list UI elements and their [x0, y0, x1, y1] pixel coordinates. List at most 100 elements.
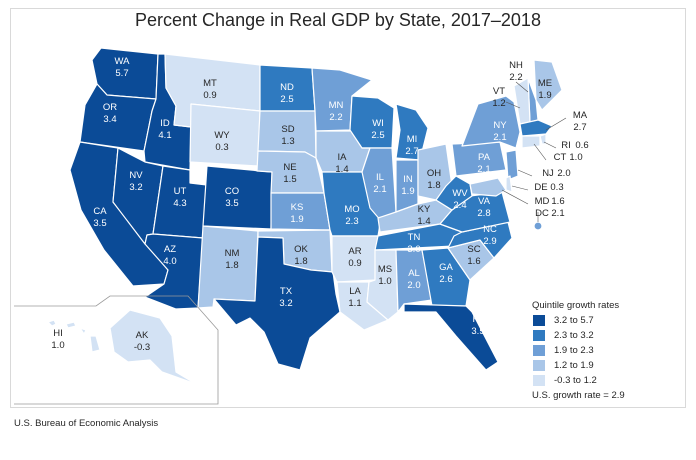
state-value-ok: 1.8 [294, 256, 307, 267]
state-abbr-ga: GA [439, 262, 453, 273]
state-value-ri: 0.6 [575, 140, 588, 151]
map-frame [10, 8, 686, 408]
state-md [469, 177, 507, 197]
leader-line [533, 143, 547, 161]
leader-line [515, 81, 529, 93]
state-value-ct: 1.0 [569, 152, 582, 163]
state-abbr-id: ID [160, 118, 170, 129]
state-abbr-oh: OH [427, 168, 441, 179]
state-nj [505, 149, 519, 181]
legend-label: 1.2 to 1.9 [554, 359, 594, 371]
state-value-nc: 2.9 [483, 236, 496, 247]
state-abbr-ma: MA [573, 110, 588, 121]
state-abbr-nv: NV [129, 170, 143, 181]
state-value-la: 1.1 [348, 298, 361, 309]
state-abbr-nj: NJ [542, 168, 554, 179]
state-abbr-ne: NE [283, 162, 296, 173]
state-value-sc: 1.6 [467, 256, 480, 267]
state-value-ks: 1.9 [290, 214, 303, 225]
state-value-nv: 3.2 [129, 182, 142, 193]
state-value-fl: 3.5 [471, 326, 484, 337]
state-abbr-ca: CA [93, 206, 107, 217]
state-value-dc: 2.1 [551, 208, 564, 219]
legend-item: 1.2 to 1.9 [532, 358, 682, 372]
state-abbr-ia: IA [338, 152, 348, 163]
state-abbr-ks: KS [291, 202, 304, 213]
state-value-ny: 2.1 [493, 132, 506, 143]
state-ak [109, 309, 197, 385]
leader-line [501, 189, 529, 205]
state-value-wa: 5.7 [115, 68, 128, 79]
state-abbr-fl: FL [472, 314, 483, 325]
state-value-nh: 2.2 [509, 72, 522, 83]
state-value-ut: 4.3 [173, 198, 186, 209]
state-value-mo: 2.3 [345, 216, 358, 227]
state-abbr-tx: TX [280, 286, 293, 297]
legend-item: 3.2 to 5.7 [532, 313, 682, 327]
state-value-ia: 1.4 [335, 164, 348, 175]
state-abbr-wy: WY [214, 130, 230, 141]
state-value-de: 0.3 [550, 182, 563, 193]
legend: Quintile growth rates 3.2 to 5.7 2.3 to 3… [532, 300, 682, 401]
legend-label: 1.9 to 2.3 [554, 344, 594, 356]
legend-swatch [532, 313, 546, 327]
state-abbr-ms: MS [378, 264, 392, 275]
state-value-ar: 0.9 [348, 258, 361, 269]
legend-label: 3.2 to 5.7 [554, 314, 594, 326]
state-value-ca: 3.5 [93, 218, 106, 229]
map-title: Percent Change in Real GDP by State, 201… [135, 10, 541, 30]
state-abbr-nc: NC [483, 224, 497, 235]
state-abbr-ut: UT [174, 186, 187, 197]
state-value-wy: 0.3 [215, 142, 228, 153]
state-value-or: 3.4 [103, 114, 116, 125]
state-abbr-wv: WV [452, 188, 468, 199]
state-abbr-tn: TN [408, 232, 421, 243]
state-value-oh: 1.8 [427, 180, 440, 191]
leader-line [505, 101, 521, 109]
state-abbr-wa: WA [115, 56, 131, 67]
state-value-ma: 2.7 [573, 122, 586, 133]
state-abbr-mt: MT [203, 78, 217, 89]
state-abbr-va: VA [478, 196, 491, 207]
state-value-vt: 1.2 [492, 98, 505, 109]
state-ct [521, 135, 541, 149]
state-value-tn: 3.0 [407, 244, 420, 255]
legend-swatch [532, 358, 546, 372]
state-value-mt: 0.9 [203, 90, 216, 101]
state-abbr-mo: MO [344, 204, 359, 215]
state-al [395, 249, 433, 313]
legend-swatch [532, 328, 546, 342]
inset-border [14, 295, 219, 405]
state-value-nj: 2.0 [557, 168, 570, 179]
state-abbr-nm: NM [225, 248, 240, 259]
state-abbr-dc: DC [535, 208, 549, 219]
legend-swatch [532, 373, 546, 387]
state-abbr-ar: AR [348, 246, 361, 257]
state-fl [403, 303, 499, 371]
state-value-hi: 1.0 [51, 340, 64, 351]
state-ga [421, 247, 471, 307]
state-value-il: 2.1 [373, 184, 386, 195]
leader-line [545, 117, 567, 131]
state-value-nd: 2.5 [280, 94, 293, 105]
state-abbr-ak: AK [136, 330, 149, 341]
state-dc [533, 221, 543, 231]
state-ny [461, 95, 521, 149]
legend-title: Quintile growth rates [532, 300, 620, 311]
state-value-md: 1.6 [551, 196, 564, 207]
state-value-va: 2.8 [477, 208, 490, 219]
leader-line [517, 169, 533, 177]
legend-item: -0.3 to 1.2 [532, 373, 682, 387]
state-abbr-sc: SC [467, 244, 480, 255]
state-abbr-nd: ND [280, 82, 294, 93]
state-value-ga: 2.6 [439, 274, 452, 285]
state-value-nm: 1.8 [225, 260, 238, 271]
state-value-me: 1.9 [538, 90, 551, 101]
state-abbr-ri: RI [561, 140, 571, 151]
state-value-in: 1.9 [401, 186, 414, 197]
legend-item: 2.3 to 3.2 [532, 328, 682, 342]
state-abbr-vt: VT [493, 86, 505, 97]
state-value-mn: 2.2 [329, 112, 342, 123]
state-abbr-or: OR [103, 102, 117, 113]
